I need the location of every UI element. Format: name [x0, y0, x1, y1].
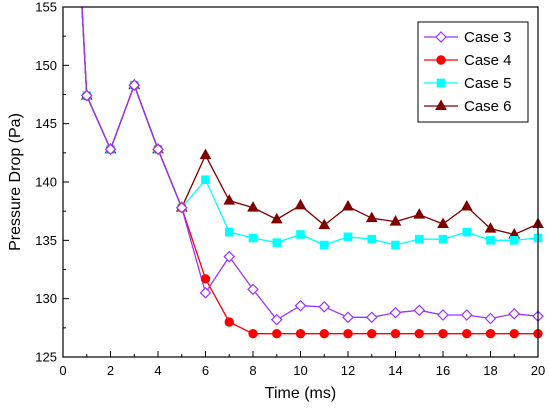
data-point	[199, 286, 212, 299]
data-point	[390, 328, 401, 339]
data-point	[104, 143, 117, 156]
legend: Case 3 Case 4 Case 5 Case 6	[417, 21, 529, 123]
data-point	[367, 234, 377, 244]
x-tick-label: 20	[531, 363, 545, 378]
legend-item: Case 6	[424, 98, 512, 115]
data-point	[199, 148, 212, 160]
data-point	[509, 328, 519, 339]
data-point	[438, 328, 448, 339]
x-tick-label: 18	[483, 363, 497, 378]
data-point	[128, 79, 141, 92]
data-point	[437, 217, 449, 228]
data-point	[270, 313, 283, 326]
x-tick-label: 6	[202, 363, 209, 378]
legend-label: Case 4	[464, 52, 512, 69]
legend-label: Case 6	[464, 98, 512, 115]
data-point	[224, 317, 234, 327]
data-point	[413, 304, 426, 317]
data-point	[486, 236, 495, 245]
legend-box	[417, 21, 529, 123]
data-point	[484, 222, 497, 233]
data-point	[365, 211, 378, 223]
legend-item: Case 5	[424, 75, 512, 92]
x-tick-label: 0	[59, 363, 66, 378]
x-tick-label: 12	[341, 363, 355, 378]
data-point	[294, 299, 307, 312]
y-axis-label: Pressure Drop (Pa)	[7, 113, 24, 251]
data-point	[201, 175, 210, 184]
legend-marker	[436, 55, 446, 65]
data-point	[318, 218, 331, 230]
data-point	[484, 312, 497, 325]
axis-ticks: 0 2 4 6 8 10 12 14 16 18 20 125 130 135 140 145 150 155	[35, 0, 545, 378]
x-tick-label: 8	[249, 363, 256, 378]
data-point	[485, 328, 496, 339]
data-point	[508, 307, 521, 320]
data-point	[318, 300, 331, 313]
plot-layer	[80, 7, 544, 339]
data-point	[80, 89, 93, 102]
data-point	[223, 194, 236, 205]
data-point	[248, 328, 258, 339]
data-point	[462, 328, 472, 339]
data-point	[223, 250, 236, 263]
data-point	[438, 234, 448, 244]
data-point	[389, 215, 402, 226]
x-tick-label: 10	[293, 363, 307, 378]
data-point	[437, 309, 449, 321]
x-tick-label: 4	[154, 363, 161, 378]
y-tick-label: 145	[35, 116, 57, 131]
y-tick-label: 135	[35, 233, 57, 248]
y-tick-label: 155	[35, 0, 57, 15]
data-point	[389, 306, 402, 319]
legend-marker	[436, 78, 446, 88]
data-point	[509, 236, 519, 245]
data-point	[224, 227, 234, 237]
legend-item: Case 3	[424, 29, 512, 46]
legend-marker	[435, 31, 447, 43]
legend-label: Case 3	[464, 29, 512, 46]
legend-label: Case 5	[464, 75, 512, 92]
data-point	[247, 283, 259, 296]
y-tick-label: 130	[35, 291, 57, 306]
x-axis-label: Time (ms)	[265, 385, 336, 402]
data-point	[365, 311, 378, 324]
data-point	[342, 199, 354, 211]
series-markers-1	[80, 79, 544, 326]
data-point	[319, 240, 329, 250]
data-point	[295, 328, 306, 339]
data-point	[248, 233, 258, 243]
data-point	[272, 238, 282, 247]
x-tick-label: 16	[436, 363, 450, 378]
data-point	[391, 240, 400, 250]
data-point	[247, 201, 259, 212]
data-point	[343, 328, 353, 339]
data-point	[462, 227, 472, 237]
data-point	[413, 208, 426, 219]
x-tick-label: 2	[107, 363, 114, 378]
y-tick-label: 150	[35, 58, 57, 73]
data-point	[175, 201, 188, 214]
legend-item: Case 4	[424, 52, 512, 69]
data-point	[152, 143, 164, 156]
data-point	[270, 212, 283, 224]
y-tick-label: 140	[35, 175, 57, 190]
data-point	[343, 232, 353, 242]
data-point	[296, 230, 305, 239]
data-point	[200, 274, 211, 284]
x-tick-label: 14	[388, 363, 402, 378]
y-tick-label: 125	[35, 350, 57, 365]
data-point	[460, 309, 473, 321]
data-point	[342, 311, 354, 324]
data-point	[319, 328, 329, 339]
data-point	[272, 328, 282, 339]
legend-marker	[435, 99, 447, 110]
data-point	[367, 328, 377, 339]
data-point	[414, 234, 424, 244]
data-point	[414, 328, 424, 339]
data-point	[460, 199, 473, 211]
data-point	[294, 198, 307, 210]
